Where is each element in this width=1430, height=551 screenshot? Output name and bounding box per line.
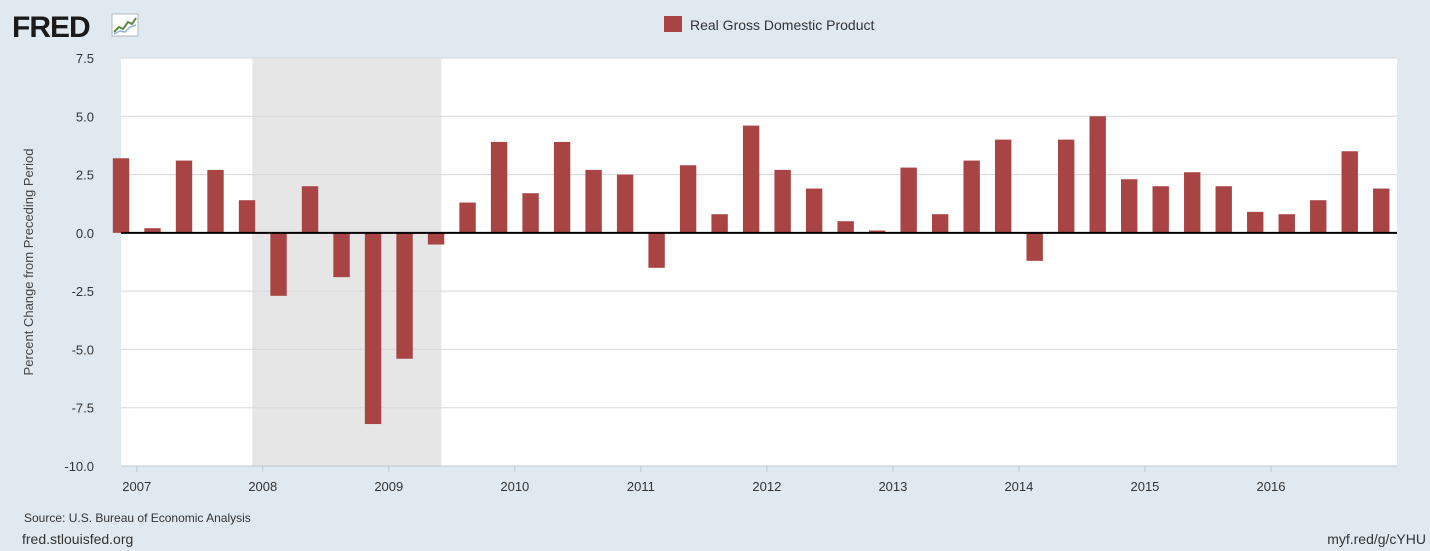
y-tick-label: -10.0 [64,459,94,474]
y-tick-label: 0.0 [76,226,94,241]
bar [1184,172,1201,233]
bar [900,167,917,233]
y-axis-title: Percent Change from Preceding Period [21,149,36,376]
bar [522,193,539,233]
y-axis-ticks: 7.5 5.0 2.5 0.0 -2.5 -5.0 -7.5 -10.0 [64,51,94,474]
bar [207,169,224,233]
bar [837,221,854,233]
fred-logo[interactable]: FRED [12,11,139,44]
bar [333,232,350,278]
x-tick-label: 2015 [1130,479,1159,494]
x-tick-label: 2009 [374,479,403,494]
bar [679,165,697,233]
bar [931,214,949,233]
bar [301,186,319,233]
bar [1057,139,1075,233]
y-tick-label: 5.0 [76,109,94,124]
x-tick-label: 2012 [752,479,781,494]
x-tick-label: 2016 [1257,479,1286,494]
bar [459,202,476,233]
bar [1152,186,1169,233]
bar [1247,211,1264,233]
y-tick-label: -5.0 [72,342,94,357]
legend-label: Real Gross Domestic Product [690,17,875,33]
bar [1215,186,1232,233]
source-note: Source: U.S. Bureau of Economic Analysis [24,511,251,525]
bar [396,232,413,359]
bar [1089,116,1106,233]
y-tick-label: 7.5 [76,51,94,66]
x-tick-label: 2014 [1004,479,1033,494]
bar [175,160,193,233]
bar [774,169,791,233]
bar [1121,179,1138,233]
site-link[interactable]: fred.stlouisfed.org [22,531,134,547]
bar [1278,214,1295,233]
y-tick-label: -7.5 [72,401,94,416]
fred-logo-text: FRED [12,11,90,44]
bars [112,116,1390,425]
bar [994,139,1012,233]
y-tick-label: -2.5 [72,284,94,299]
short-link[interactable]: myf.red/g/cYHU [1327,531,1426,547]
bar [490,141,508,233]
x-tick-label: 2007 [122,479,151,494]
bar [270,232,287,296]
bar [1310,200,1327,233]
bar [616,174,634,233]
bar [238,200,256,233]
bar [112,158,130,233]
fred-logo-chart-icon [111,13,139,37]
bar [1373,188,1390,233]
bar [1026,232,1043,261]
x-tick-label: 2008 [248,479,277,494]
legend-swatch [664,16,682,32]
y-tick-label: 2.5 [76,168,94,183]
bar [711,214,728,233]
bar [868,230,886,233]
bar [648,232,665,268]
bar [585,169,602,233]
bar [364,232,382,425]
bar [427,232,445,245]
bar [553,141,571,233]
x-tick-label: 2010 [500,479,529,494]
bar [963,160,980,233]
bar [1341,151,1358,233]
x-axis-ticks: 2007 2008 2009 2010 2011 2012 2013 2014 2015 2016 [122,466,1285,494]
bar [742,125,760,233]
x-tick-label: 2011 [627,479,655,494]
x-tick-label: 2013 [878,479,907,494]
legend: Real Gross Domestic Product [664,16,875,33]
bar [805,188,823,233]
bar [144,228,161,233]
